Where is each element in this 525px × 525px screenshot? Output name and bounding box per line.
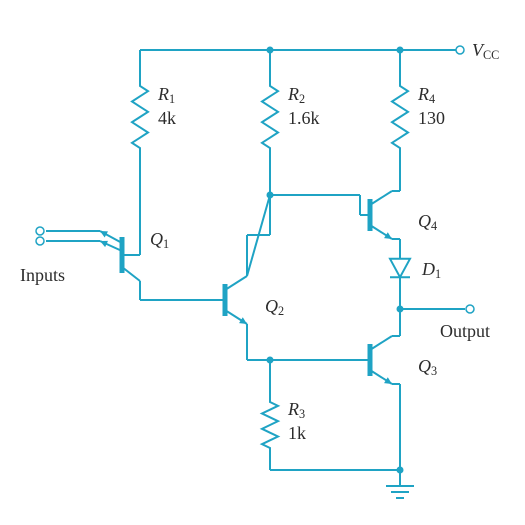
svg-text:VCC: VCC — [472, 40, 499, 62]
svg-text:1k: 1k — [288, 423, 306, 443]
svg-text:D1: D1 — [421, 259, 441, 281]
svg-text:Q3: Q3 — [418, 356, 437, 378]
svg-text:Inputs: Inputs — [20, 265, 65, 285]
svg-text:R3: R3 — [287, 399, 305, 421]
svg-text:Q1: Q1 — [150, 229, 169, 251]
svg-text:4k: 4k — [158, 108, 176, 128]
svg-text:Q2: Q2 — [265, 296, 284, 318]
svg-text:R2: R2 — [287, 84, 305, 106]
svg-text:R4: R4 — [417, 84, 435, 106]
svg-text:Output: Output — [440, 321, 490, 341]
svg-text:R1: R1 — [157, 84, 175, 106]
svg-text:130: 130 — [418, 108, 445, 128]
svg-text:Q4: Q4 — [418, 211, 437, 233]
svg-text:1.6k: 1.6k — [288, 108, 320, 128]
